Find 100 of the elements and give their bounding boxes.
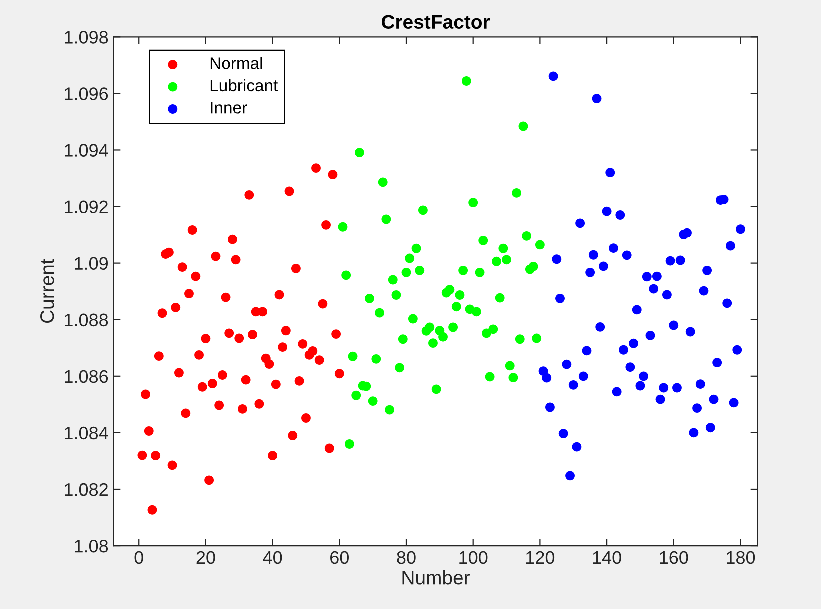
- legend-label: Normal: [210, 57, 262, 70]
- point: [138, 450, 148, 460]
- x-tick-label: 80: [397, 551, 416, 564]
- point: [659, 383, 669, 393]
- point: [354, 148, 364, 158]
- x-tick-label: 40: [263, 551, 282, 564]
- point: [284, 186, 294, 196]
- point: [405, 254, 415, 264]
- point: [385, 405, 394, 415]
- point: [482, 328, 492, 338]
- point: [432, 384, 442, 394]
- point: [402, 268, 412, 278]
- point: [535, 240, 545, 250]
- point: [141, 390, 151, 400]
- point: [258, 307, 268, 317]
- x-tick-label: 60: [330, 551, 349, 564]
- point: [312, 164, 321, 174]
- point: [241, 375, 251, 385]
- point: [666, 256, 676, 266]
- point: [294, 376, 304, 386]
- point: [508, 373, 518, 383]
- point: [729, 398, 739, 408]
- point: [248, 330, 258, 340]
- point: [652, 272, 662, 282]
- point: [324, 444, 334, 454]
- point: [642, 272, 652, 282]
- point: [612, 387, 622, 397]
- point: [702, 266, 712, 276]
- point: [218, 370, 228, 380]
- point: [228, 234, 238, 244]
- point: [184, 289, 194, 299]
- y-tick-label: 1.094: [65, 144, 108, 157]
- point: [314, 356, 324, 365]
- point: [378, 178, 388, 188]
- point: [576, 218, 586, 228]
- point: [211, 252, 221, 262]
- point: [616, 210, 626, 220]
- point: [308, 346, 318, 356]
- point: [602, 206, 612, 216]
- point: [458, 266, 468, 276]
- point: [194, 350, 204, 360]
- point: [732, 345, 742, 355]
- point: [505, 361, 515, 371]
- x-tick-label: 120: [526, 551, 555, 564]
- point: [174, 368, 184, 378]
- point: [365, 294, 374, 304]
- point: [274, 290, 284, 300]
- point: [682, 228, 692, 238]
- point: [398, 334, 408, 344]
- point: [485, 372, 495, 382]
- point: [562, 360, 572, 370]
- point: [636, 381, 646, 391]
- point: [428, 338, 438, 348]
- point: [181, 408, 191, 418]
- point: [198, 382, 208, 392]
- point: [445, 285, 455, 295]
- point: [392, 290, 402, 300]
- point: [669, 320, 679, 330]
- y-tick-label: 1.096: [65, 88, 108, 100]
- point: [322, 220, 331, 230]
- legend-label: Inner: [211, 102, 248, 114]
- chart-title: CrestFactor: [382, 15, 490, 30]
- point: [689, 428, 699, 438]
- point: [515, 334, 525, 344]
- point: [622, 250, 632, 260]
- y-tick-label: 1.088: [65, 314, 108, 327]
- point: [188, 226, 198, 235]
- point: [468, 198, 478, 208]
- point: [302, 414, 311, 423]
- point: [498, 244, 508, 254]
- x-tick-label: 0: [134, 551, 144, 564]
- point: [455, 290, 465, 300]
- point: [676, 256, 686, 266]
- point: [556, 294, 565, 304]
- point: [352, 390, 362, 400]
- point: [268, 451, 278, 461]
- point: [332, 330, 342, 339]
- point: [619, 345, 628, 355]
- point: [588, 250, 598, 260]
- y-tick-label: 1.09: [75, 257, 108, 270]
- point: [408, 314, 418, 324]
- point: [709, 394, 719, 404]
- point: [656, 394, 666, 404]
- point: [164, 248, 174, 258]
- point: [699, 286, 709, 296]
- point: [221, 292, 231, 302]
- point: [281, 326, 291, 336]
- point: [425, 322, 435, 332]
- point: [598, 262, 608, 272]
- point: [568, 380, 578, 390]
- point: [686, 327, 696, 337]
- point: [639, 372, 649, 382]
- point: [596, 322, 606, 332]
- x-tick-label: 160: [660, 551, 688, 564]
- point: [462, 76, 472, 86]
- y-axis-title: Current: [40, 259, 54, 324]
- point: [214, 400, 224, 410]
- point: [518, 122, 528, 132]
- point: [712, 358, 722, 368]
- point: [452, 302, 462, 312]
